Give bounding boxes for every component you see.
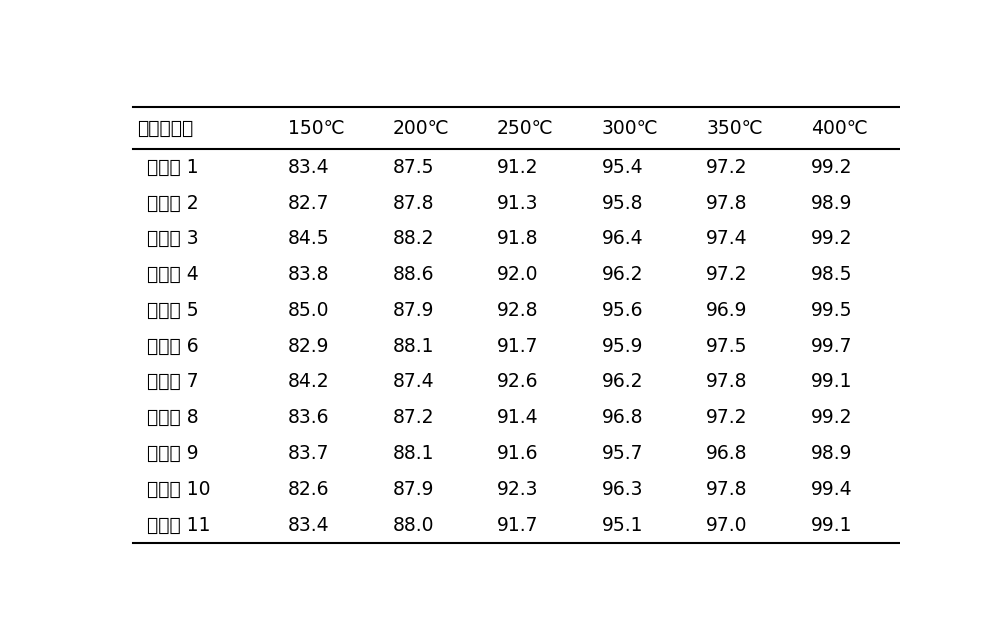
Text: 97.8: 97.8 xyxy=(706,372,748,391)
Text: 87.5: 87.5 xyxy=(392,158,434,176)
Text: 82.9: 82.9 xyxy=(288,337,329,355)
Text: 91.7: 91.7 xyxy=(497,516,538,534)
Text: 实施例 1: 实施例 1 xyxy=(147,158,198,176)
Text: 97.2: 97.2 xyxy=(706,408,748,427)
Text: 87.4: 87.4 xyxy=(392,372,434,391)
Text: 96.8: 96.8 xyxy=(706,444,748,463)
Text: 83.8: 83.8 xyxy=(288,265,329,284)
Text: 实施例 10: 实施例 10 xyxy=(147,480,210,499)
Text: 97.4: 97.4 xyxy=(706,229,748,248)
Text: 实施例 2: 实施例 2 xyxy=(147,193,198,212)
Text: 实施例 5: 实施例 5 xyxy=(147,301,198,320)
Text: 91.2: 91.2 xyxy=(497,158,538,176)
Text: 250℃: 250℃ xyxy=(497,119,554,138)
Text: 91.7: 91.7 xyxy=(497,337,538,355)
Text: 实施例 4: 实施例 4 xyxy=(147,265,198,284)
Text: 97.5: 97.5 xyxy=(706,337,748,355)
Text: 99.2: 99.2 xyxy=(811,158,852,176)
Text: 96.2: 96.2 xyxy=(602,372,643,391)
Text: 96.4: 96.4 xyxy=(602,229,643,248)
Text: 92.6: 92.6 xyxy=(497,372,538,391)
Text: 催化剂来源: 催化剂来源 xyxy=(137,119,193,138)
Text: 98.9: 98.9 xyxy=(811,193,852,212)
Text: 150℃: 150℃ xyxy=(288,119,344,138)
Text: 400℃: 400℃ xyxy=(811,119,868,138)
Text: 85.0: 85.0 xyxy=(288,301,329,320)
Text: 200℃: 200℃ xyxy=(392,119,449,138)
Text: 99.5: 99.5 xyxy=(811,301,852,320)
Text: 87.9: 87.9 xyxy=(392,301,434,320)
Text: 98.5: 98.5 xyxy=(811,265,852,284)
Text: 实施例 3: 实施例 3 xyxy=(147,229,198,248)
Text: 83.4: 83.4 xyxy=(288,516,329,534)
Text: 97.0: 97.0 xyxy=(706,516,748,534)
Text: 88.1: 88.1 xyxy=(392,444,434,463)
Text: 350℃: 350℃ xyxy=(706,119,763,138)
Text: 99.2: 99.2 xyxy=(811,229,852,248)
Text: 实施例 9: 实施例 9 xyxy=(147,444,198,463)
Text: 92.3: 92.3 xyxy=(497,480,538,499)
Text: 99.1: 99.1 xyxy=(811,516,852,534)
Text: 95.6: 95.6 xyxy=(602,301,643,320)
Text: 88.1: 88.1 xyxy=(392,337,434,355)
Text: 300℃: 300℃ xyxy=(602,119,658,138)
Text: 88.2: 88.2 xyxy=(392,229,434,248)
Text: 87.9: 87.9 xyxy=(392,480,434,499)
Text: 92.0: 92.0 xyxy=(497,265,538,284)
Text: 91.4: 91.4 xyxy=(497,408,539,427)
Text: 87.2: 87.2 xyxy=(392,408,434,427)
Text: 88.0: 88.0 xyxy=(392,516,434,534)
Text: 99.7: 99.7 xyxy=(811,337,852,355)
Text: 83.4: 83.4 xyxy=(288,158,329,176)
Text: 实施例 11: 实施例 11 xyxy=(147,516,210,534)
Text: 84.2: 84.2 xyxy=(288,372,329,391)
Text: 83.7: 83.7 xyxy=(288,444,329,463)
Text: 96.3: 96.3 xyxy=(602,480,643,499)
Text: 实施例 8: 实施例 8 xyxy=(147,408,198,427)
Text: 95.4: 95.4 xyxy=(602,158,643,176)
Text: 95.8: 95.8 xyxy=(602,193,643,212)
Text: 95.1: 95.1 xyxy=(602,516,643,534)
Text: 88.6: 88.6 xyxy=(392,265,434,284)
Text: 91.8: 91.8 xyxy=(497,229,538,248)
Text: 97.8: 97.8 xyxy=(706,480,748,499)
Text: 98.9: 98.9 xyxy=(811,444,852,463)
Text: 84.5: 84.5 xyxy=(288,229,329,248)
Text: 92.8: 92.8 xyxy=(497,301,538,320)
Text: 91.6: 91.6 xyxy=(497,444,538,463)
Text: 实施例 7: 实施例 7 xyxy=(147,372,198,391)
Text: 97.8: 97.8 xyxy=(706,193,748,212)
Text: 82.7: 82.7 xyxy=(288,193,329,212)
Text: 97.2: 97.2 xyxy=(706,158,748,176)
Text: 96.9: 96.9 xyxy=(706,301,748,320)
Text: 95.9: 95.9 xyxy=(602,337,643,355)
Text: 95.7: 95.7 xyxy=(602,444,643,463)
Text: 96.8: 96.8 xyxy=(602,408,643,427)
Text: 91.3: 91.3 xyxy=(497,193,538,212)
Text: 87.8: 87.8 xyxy=(392,193,434,212)
Text: 99.1: 99.1 xyxy=(811,372,852,391)
Text: 83.6: 83.6 xyxy=(288,408,329,427)
Text: 99.4: 99.4 xyxy=(811,480,853,499)
Text: 82.6: 82.6 xyxy=(288,480,329,499)
Text: 96.2: 96.2 xyxy=(602,265,643,284)
Text: 97.2: 97.2 xyxy=(706,265,748,284)
Text: 实施例 6: 实施例 6 xyxy=(147,337,198,355)
Text: 99.2: 99.2 xyxy=(811,408,852,427)
